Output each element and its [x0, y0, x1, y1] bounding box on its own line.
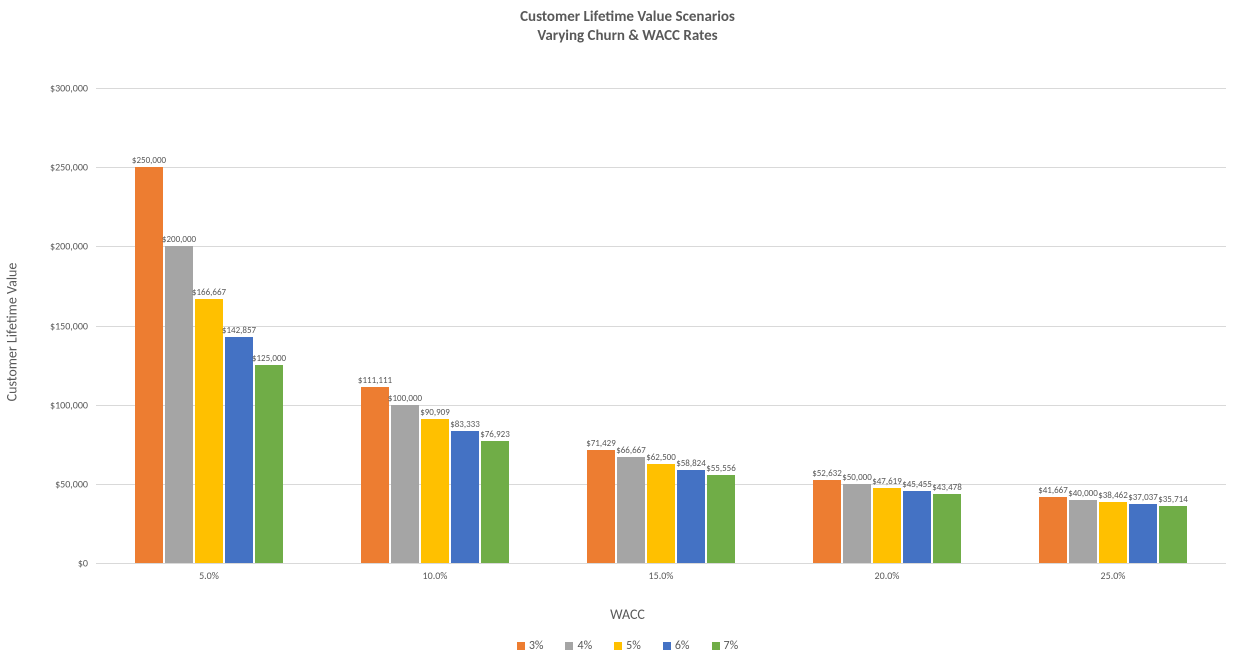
data-label: $90,909: [420, 407, 450, 418]
data-label: $58,824: [676, 458, 706, 469]
chart-title: Customer Lifetime Value Scenarios Varyin…: [0, 8, 1255, 46]
legend-item: 4%: [565, 639, 592, 653]
legend-label: 3%: [529, 639, 544, 653]
data-label: $250,000: [132, 155, 166, 166]
data-label: $37,037: [1128, 492, 1158, 503]
bar: [587, 450, 615, 563]
y-tick-label: $0: [78, 557, 88, 570]
legend-item: 6%: [663, 639, 690, 653]
legend-item: 7%: [712, 639, 739, 653]
legend-swatch: [565, 642, 573, 650]
bar: [361, 387, 389, 563]
plot-area: $0$50,000$100,000$150,000$200,000$250,00…: [96, 88, 1226, 563]
data-label: $55,556: [706, 463, 736, 474]
bar: [843, 484, 871, 563]
data-label: $38,462: [1098, 490, 1128, 501]
y-tick-label: $50,000: [55, 477, 88, 490]
bar: [225, 337, 253, 563]
x-tick-label: 15.0%: [649, 569, 674, 582]
bar: [1159, 506, 1187, 563]
data-label: $125,000: [252, 353, 286, 364]
data-label: $40,000: [1068, 488, 1098, 499]
clv-bar-chart: Customer Lifetime Value Scenarios Varyin…: [0, 0, 1255, 663]
x-tick-label: 20.0%: [875, 569, 900, 582]
y-tick-label: $150,000: [50, 319, 88, 332]
gridline: [96, 167, 1226, 168]
data-label: $43,478: [932, 482, 962, 493]
data-label: $41,667: [1038, 485, 1068, 496]
bar: [391, 405, 419, 563]
x-axis-title: WACC: [0, 606, 1255, 623]
data-label: $50,000: [842, 472, 872, 483]
gridline: [96, 326, 1226, 327]
bar: [647, 464, 675, 563]
legend-swatch: [712, 642, 720, 650]
x-tick-label: 25.0%: [1101, 569, 1126, 582]
bar: [451, 431, 479, 563]
chart-title-line2: Varying Churn & WACC Rates: [0, 27, 1255, 46]
bar: [165, 246, 193, 563]
y-tick-label: $200,000: [50, 240, 88, 253]
bar: [617, 457, 645, 563]
data-label: $111,111: [358, 375, 392, 386]
gridline: [96, 246, 1226, 247]
legend-label: 5%: [626, 639, 641, 653]
x-tick-label: 10.0%: [423, 569, 448, 582]
legend-swatch: [517, 642, 525, 650]
bar: [481, 441, 509, 563]
bar: [903, 491, 931, 563]
data-label: $100,000: [388, 393, 422, 404]
legend-label: 7%: [724, 639, 739, 653]
bar: [1099, 502, 1127, 563]
data-label: $62,500: [646, 452, 676, 463]
bar: [421, 419, 449, 563]
bar: [933, 494, 961, 563]
data-label: $52,632: [812, 468, 842, 479]
bar: [707, 475, 735, 563]
data-label: $76,923: [480, 429, 510, 440]
bar: [135, 167, 163, 563]
legend-item: 5%: [614, 639, 641, 653]
legend-swatch: [663, 642, 671, 650]
legend-label: 4%: [577, 639, 592, 653]
y-tick-label: $250,000: [50, 161, 88, 174]
chart-title-line1: Customer Lifetime Value Scenarios: [0, 8, 1255, 27]
y-axis-title: Customer Lifetime Value: [4, 262, 21, 401]
bar: [677, 470, 705, 563]
bar: [255, 365, 283, 563]
bar: [813, 480, 841, 563]
data-label: $142,857: [222, 325, 256, 336]
data-label: $47,619: [872, 476, 902, 487]
bar: [1039, 497, 1067, 563]
x-tick-label: 5.0%: [199, 569, 219, 582]
y-tick-label: $100,000: [50, 398, 88, 411]
data-label: $66,667: [616, 445, 646, 456]
legend: 3% 4% 5% 6% 7%: [0, 639, 1255, 653]
data-label: $166,667: [192, 287, 226, 298]
bar: [873, 488, 901, 563]
bar: [1129, 504, 1157, 563]
legend-label: 6%: [675, 639, 690, 653]
data-label: $71,429: [586, 438, 616, 449]
bar: [1069, 500, 1097, 563]
y-tick-label: $300,000: [50, 82, 88, 95]
data-label: $83,333: [450, 419, 480, 430]
gridline: [96, 88, 1226, 89]
gridline: [96, 563, 1226, 564]
data-label: $200,000: [162, 234, 196, 245]
legend-item: 3%: [517, 639, 544, 653]
data-label: $45,455: [902, 479, 932, 490]
bar: [195, 299, 223, 563]
data-label: $35,714: [1158, 494, 1188, 505]
legend-swatch: [614, 642, 622, 650]
